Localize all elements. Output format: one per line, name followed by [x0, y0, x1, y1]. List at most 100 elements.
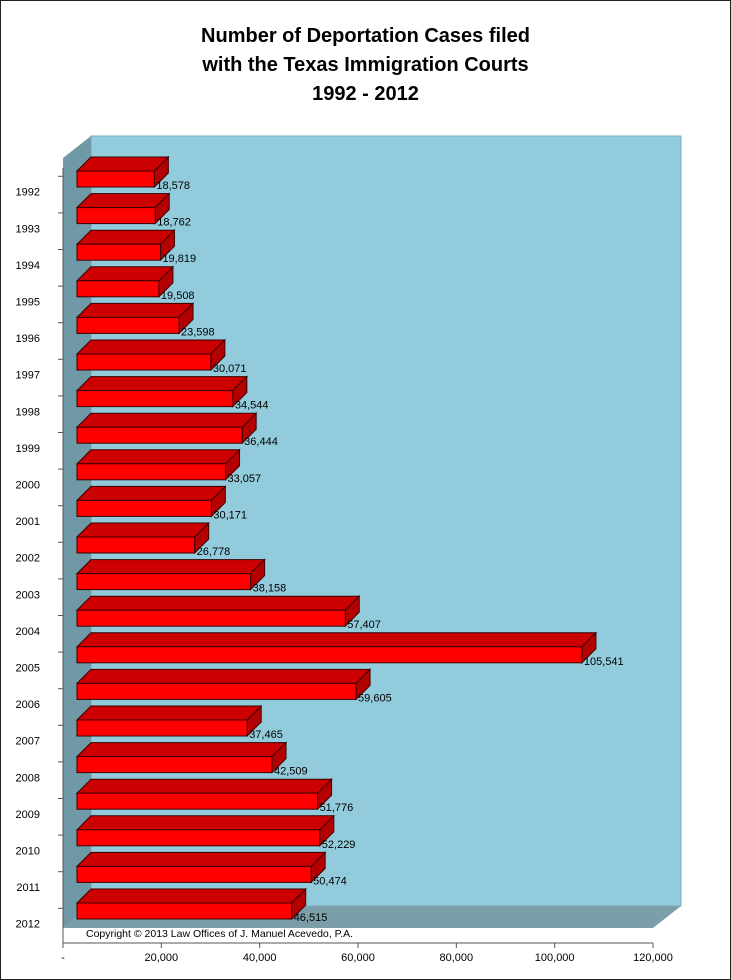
bar-1998: 34,544 [75, 375, 269, 412]
data-label-2006: 59,605 [358, 692, 392, 704]
bar-front-1999 [76, 426, 243, 444]
y-tick-label-1998: 1998 [16, 406, 40, 418]
data-label-1998: 34,544 [235, 400, 269, 412]
x-tick-label-2: 40,000 [243, 952, 277, 964]
bar-front-2003 [76, 573, 252, 591]
bar-top-2012 [75, 888, 307, 904]
y-tick-label-1995: 1995 [16, 296, 40, 308]
x-tick-label-0: - [61, 952, 65, 964]
y-tick-label-2008: 2008 [16, 772, 40, 784]
y-tick-label-2004: 2004 [16, 626, 40, 638]
bar-top-1998 [75, 376, 249, 392]
bar-top-1995 [75, 266, 175, 282]
data-label-2007: 37,465 [249, 729, 283, 741]
bar-front-2005 [76, 646, 583, 664]
bar-2000: 33,057 [75, 448, 261, 485]
bar-2002: 26,778 [75, 521, 231, 558]
bar-front-1997 [76, 353, 212, 371]
bar-front-1992 [76, 170, 155, 188]
y-tick-label-2007: 2007 [16, 736, 40, 748]
bar-2001: 30,171 [75, 485, 247, 521]
data-label-2008: 42,509 [274, 766, 308, 778]
data-label-2004: 57,407 [347, 619, 381, 631]
bar-top-1994 [75, 229, 176, 245]
bar-top-2010 [75, 815, 335, 831]
data-label-1993: 18,762 [157, 217, 191, 229]
title-line-1: Number of Deportation Cases filed [201, 25, 530, 47]
x-tick-label-4: 80,000 [440, 952, 474, 964]
bar-2008: 42,509 [75, 741, 308, 778]
bar-front-2000 [76, 463, 227, 481]
x-tick-label-3: 60,000 [341, 952, 375, 964]
y-axis: 1992 1993 1994 1995 1996 1997 1998 1999 2000 2001… [16, 168, 64, 943]
bar-2005: 105,541 [75, 631, 624, 668]
y-tick-label-2009: 2009 [16, 809, 40, 821]
x-tick-label-1: 20,000 [145, 952, 179, 964]
bar-front-1998 [76, 390, 234, 408]
copyright-note: Copyright © 2013 Law Offices of J. Manue… [86, 928, 353, 940]
bar-top-2007 [75, 705, 263, 721]
bar-front-2004 [76, 609, 346, 627]
bar-front-2012 [76, 902, 293, 920]
y-tick-label-2003: 2003 [16, 589, 40, 601]
bar-2004: 57,407 [75, 594, 381, 631]
bar-top-1996 [75, 302, 195, 318]
data-label-1994: 19,819 [162, 253, 196, 265]
bar-front-2002 [76, 536, 196, 554]
y-tick-label-1999: 1999 [16, 443, 40, 455]
data-label-2005: 105,541 [584, 656, 624, 668]
y-tick-label-2012: 2012 [16, 919, 40, 931]
bar-front-2006 [76, 682, 357, 700]
bar-top-2001 [75, 485, 227, 501]
bar-top-1997 [75, 339, 227, 355]
data-label-2009: 51,776 [320, 802, 354, 814]
bar-top-2006 [75, 668, 372, 684]
bar-2011: 50,474 [75, 851, 347, 887]
bar-1994: 19,819 [75, 228, 196, 265]
bar-front-1995 [76, 280, 160, 298]
y-tick-label-2011: 2011 [16, 882, 40, 894]
bar-front-1994 [76, 243, 161, 261]
x-tick-label-6: 120,000 [633, 952, 673, 964]
bar-front-2010 [76, 829, 321, 847]
bar-top-2009 [75, 778, 333, 794]
y-tick-label-2006: 2006 [16, 699, 40, 711]
data-label-2010: 52,229 [322, 839, 356, 851]
y-tick-label-2005: 2005 [16, 662, 40, 674]
title-line-3: 1992 - 2012 [312, 83, 419, 105]
bar-top-2003 [75, 559, 266, 575]
bar-front-2011 [76, 865, 312, 883]
bar-2007: 37,465 [75, 704, 283, 741]
y-tick-label-2001: 2001 [16, 516, 40, 528]
y-tick-label-2002: 2002 [16, 553, 40, 565]
data-label-1992: 18,578 [156, 180, 190, 192]
bar-top-2002 [75, 522, 210, 538]
bar-front-2008 [76, 756, 273, 774]
bar-2009: 51,776 [75, 777, 354, 814]
data-label-1997: 30,071 [213, 363, 247, 375]
bar-2010: 52,229 [75, 814, 356, 851]
bar-top-2004 [75, 595, 361, 611]
data-label-2001: 30,171 [213, 509, 247, 521]
bar-1996: 23,598 [75, 302, 215, 338]
bar-front-2001 [76, 499, 212, 517]
data-label-1995: 19,508 [161, 290, 195, 302]
bar-2006: 59,605 [75, 668, 392, 704]
y-tick-label-2010: 2010 [16, 845, 40, 857]
data-label-2012: 46,515 [294, 912, 328, 924]
bar-1995: 19,508 [75, 265, 195, 302]
y-tick-label-1992: 1992 [16, 187, 40, 199]
bar-top-2000 [75, 449, 241, 465]
y-tick-label-1993: 1993 [16, 223, 40, 235]
bar-front-2009 [76, 792, 319, 810]
bar-1999: 36,444 [75, 411, 278, 448]
bar-top-2011 [75, 851, 327, 867]
title-line-2: with the Texas Immigration Courts [202, 54, 529, 76]
bar-1997: 30,071 [75, 338, 247, 375]
bar-top-1999 [75, 412, 258, 428]
bar-top-2008 [75, 742, 288, 758]
data-label-2002: 26,778 [197, 546, 231, 558]
bar-1992: 18,578 [75, 155, 190, 192]
bar-front-1993 [76, 207, 156, 225]
